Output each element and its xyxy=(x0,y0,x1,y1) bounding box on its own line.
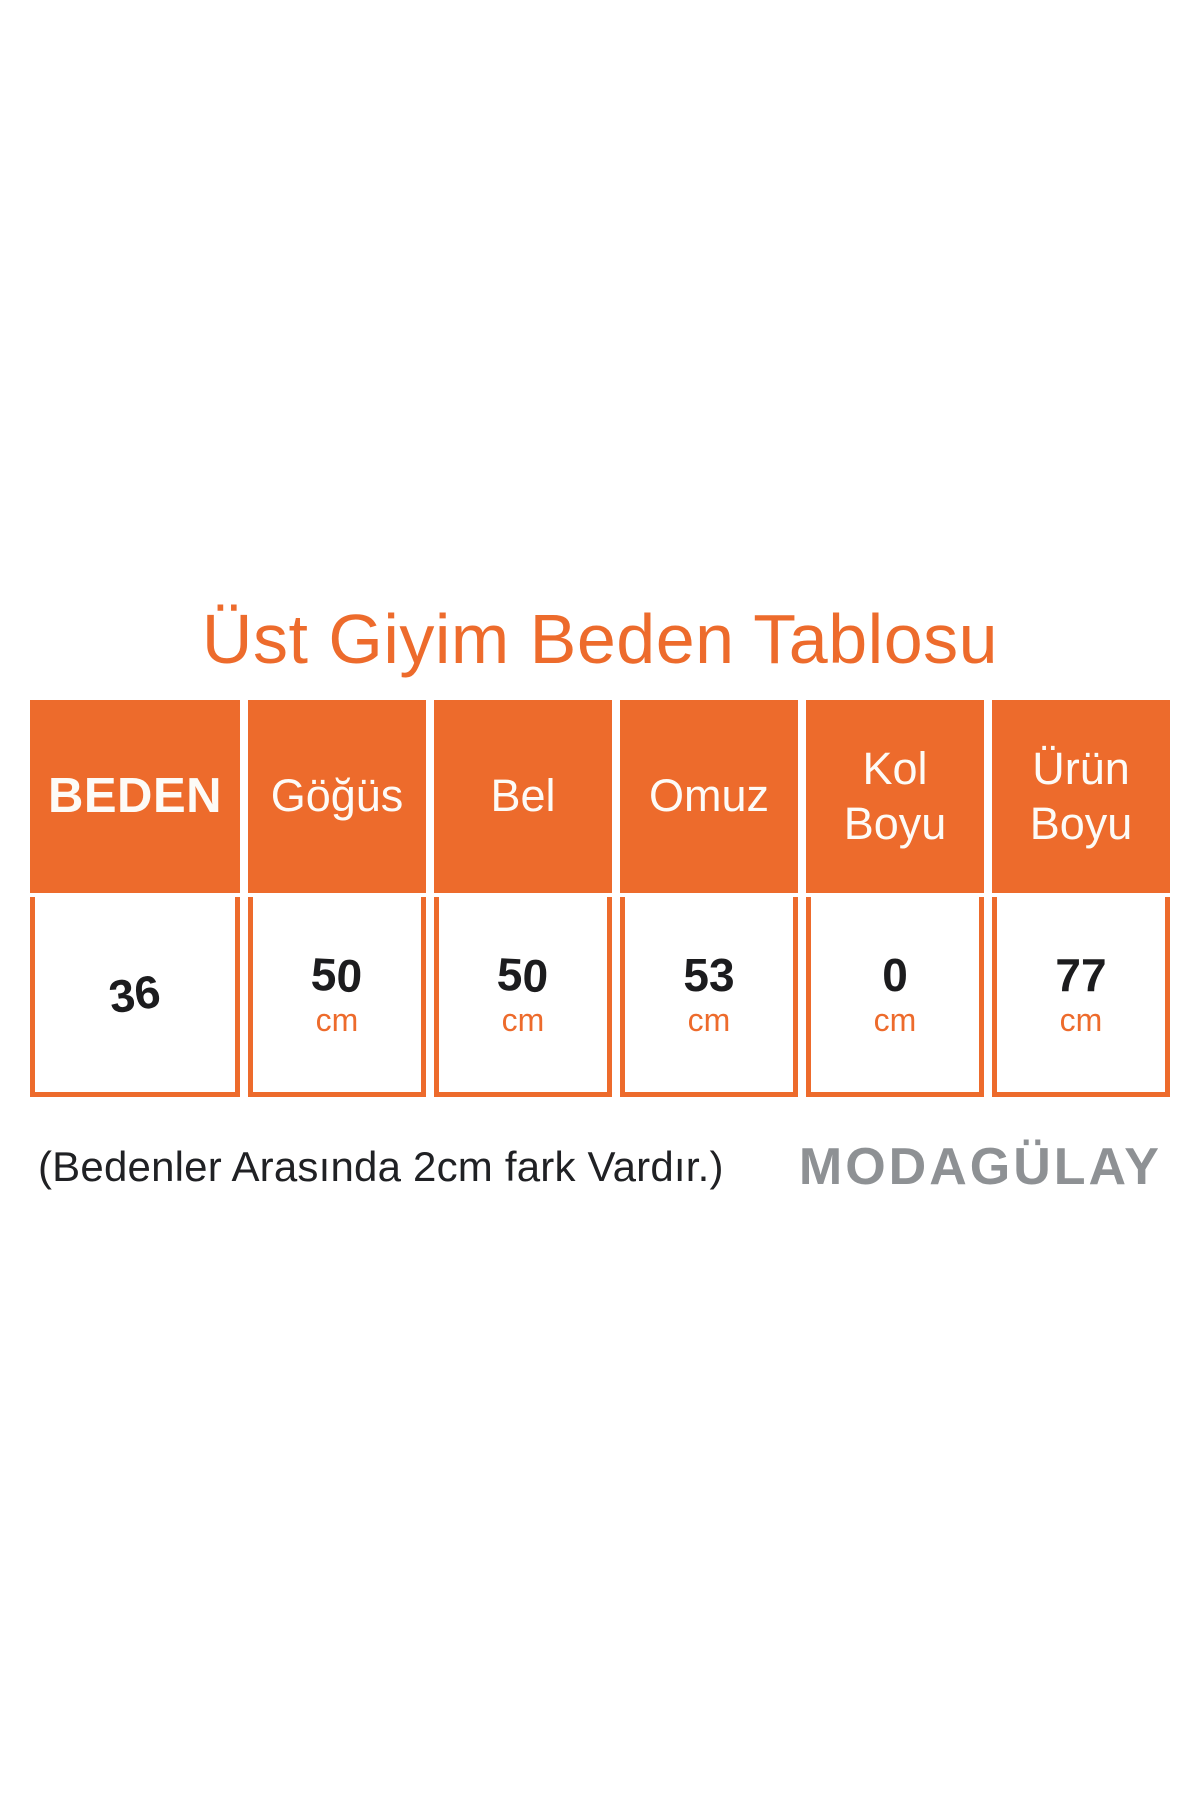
measure-value: 77 xyxy=(1055,949,1107,1002)
column-gogus: Göğüs 50 cm xyxy=(248,700,426,1097)
header-cell-omuz: Omuz xyxy=(620,700,798,893)
column-urun-boyu: Ürün Boyu 77 cm xyxy=(992,700,1170,1097)
footer-row: (Bedenler Arasında 2cm fark Vardır.) MOD… xyxy=(30,1137,1170,1197)
header-cell-gogus: Göğüs xyxy=(248,700,426,893)
size-table: BEDEN 36 Göğüs 50 cm Bel 50 cm xyxy=(30,700,1170,1097)
cell-beden-value: 36 xyxy=(30,897,240,1097)
measure-value: 53 xyxy=(683,949,735,1002)
measure-value: 0 xyxy=(882,949,908,1002)
cell-urun-boyu-value: 77 cm xyxy=(992,897,1170,1097)
size-value: 36 xyxy=(106,965,164,1024)
column-beden: BEDEN 36 xyxy=(30,700,240,1097)
header-cell-beden: BEDEN xyxy=(30,700,240,893)
column-kol-boyu: Kol Boyu 0 cm xyxy=(806,700,984,1097)
measure-value: 50 xyxy=(496,947,550,1003)
unit-label: cm xyxy=(873,1001,917,1038)
cell-bel-value: 50 cm xyxy=(434,897,612,1097)
brand-logo: MODAGÜLAY xyxy=(798,1138,1162,1196)
size-chart-content: Üst Giyim Beden Tablosu BEDEN 36 Göğüs 5… xyxy=(30,596,1170,1197)
cell-omuz-value: 53 cm xyxy=(620,897,798,1097)
size-note: (Bedenler Arasında 2cm fark Vardır.) xyxy=(38,1143,724,1190)
unit-label: cm xyxy=(1059,1001,1103,1038)
unit-label: cm xyxy=(315,1001,359,1038)
cell-gogus-value: 50 cm xyxy=(248,897,426,1097)
unit-label: cm xyxy=(501,1001,545,1038)
page-title: Üst Giyim Beden Tablosu xyxy=(201,600,999,678)
header-cell-urun-boyu: Ürün Boyu xyxy=(992,700,1170,893)
cell-kol-boyu-value: 0 cm xyxy=(806,897,984,1097)
column-omuz: Omuz 53 cm xyxy=(620,700,798,1097)
unit-label: cm xyxy=(687,1001,731,1038)
header-cell-bel: Bel xyxy=(434,700,612,893)
column-bel: Bel 50 cm xyxy=(434,700,612,1097)
measure-value: 50 xyxy=(310,947,364,1003)
header-cell-kol-boyu: Kol Boyu xyxy=(806,700,984,893)
